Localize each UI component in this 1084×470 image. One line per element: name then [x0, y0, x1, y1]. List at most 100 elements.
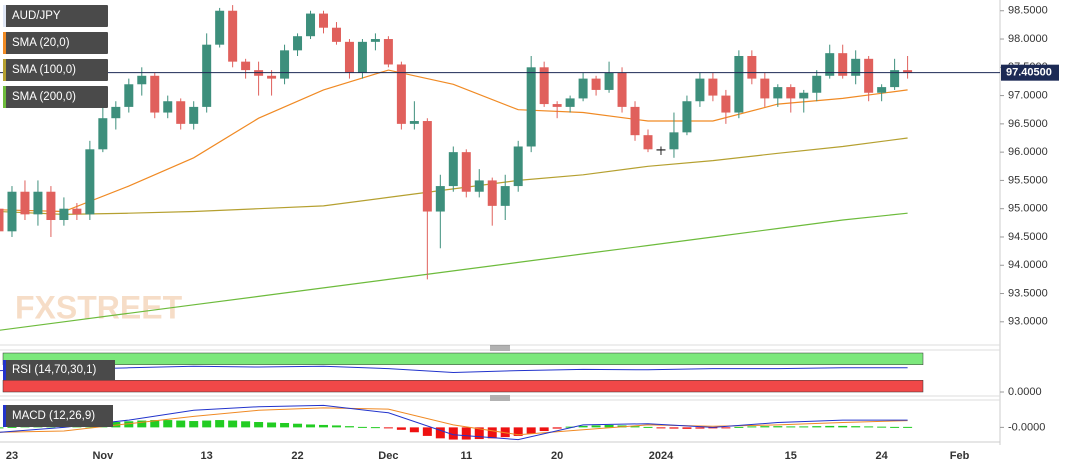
macd-histogram-bar — [825, 425, 835, 428]
macd-histogram-bar — [669, 427, 679, 429]
candle-body — [734, 55, 744, 113]
candle-body — [669, 132, 679, 150]
macd-histogram-bar — [851, 426, 861, 428]
y-tick-label: 95.5000 — [1008, 174, 1048, 186]
candle-body — [682, 101, 692, 133]
candle-body — [591, 78, 601, 90]
legend-box — [3, 360, 115, 380]
macd-histogram-bar — [383, 427, 393, 429]
candle-body — [539, 67, 549, 105]
candle-body — [500, 186, 510, 206]
resize-handle[interactable] — [490, 345, 510, 401]
macd-histogram-bar — [604, 424, 614, 428]
macd-histogram-bar — [799, 426, 809, 428]
x-tick-label: 24 — [876, 450, 889, 462]
legend-label: AUD/JPY — [12, 10, 61, 22]
legend-label: SMA (20,0) — [12, 37, 70, 49]
macd-histogram-bar — [461, 427, 471, 440]
macd-histogram-bar — [526, 427, 536, 434]
sma-line — [0, 69, 908, 213]
signal-line — [0, 407, 908, 436]
macd-histogram-bar — [838, 425, 848, 428]
candle-body — [241, 61, 251, 71]
macd-histogram-bar — [319, 424, 328, 428]
macd-histogram-bar — [189, 421, 199, 428]
macd-line — [0, 404, 908, 441]
legend-label: MACD (12,26,9) — [12, 410, 95, 422]
candle-body — [111, 106, 121, 119]
x-tick-label: 23 — [6, 450, 18, 462]
candle-body — [396, 64, 406, 124]
candle-body — [604, 72, 614, 90]
x-tick-label: 22 — [291, 450, 303, 462]
last-price-label: 97.40500 — [1006, 67, 1052, 79]
candle-body — [773, 87, 783, 99]
candle-body — [137, 75, 147, 85]
candle-body — [176, 101, 186, 124]
candle-body — [319, 13, 328, 28]
candle-body — [747, 55, 757, 79]
y-tick-label: 96.5000 — [1008, 118, 1048, 130]
candle-body — [228, 10, 238, 62]
candle-body — [695, 78, 705, 102]
candle-body — [760, 78, 770, 99]
macd-histogram-bar — [656, 427, 666, 429]
candle-body — [383, 39, 393, 65]
watermark: FXSTREET — [15, 289, 183, 325]
candle-body — [825, 53, 835, 76]
macd-histogram-bar — [0, 427, 4, 429]
candle-body — [513, 146, 523, 187]
macd-histogram-bar — [306, 424, 316, 428]
candle-body — [280, 50, 290, 79]
macd-histogram-bar — [695, 427, 705, 429]
rsi-line — [0, 365, 908, 374]
candle-body — [526, 67, 536, 147]
macd-histogram-bar — [487, 427, 497, 439]
macd-histogram-bar — [254, 422, 264, 428]
legend-label: RSI (14,70,30,1) — [12, 364, 97, 376]
x-tick-label: Dec — [378, 450, 398, 462]
macd-histogram-bar — [643, 426, 653, 428]
candle-body — [215, 10, 225, 45]
candle-body — [267, 75, 277, 79]
candle-body — [461, 152, 471, 192]
macd-histogram-bar — [630, 426, 640, 428]
candle-body — [293, 36, 303, 51]
y-tick-label: 96.0000 — [1008, 146, 1048, 158]
macd-histogram-bar — [215, 420, 225, 428]
macd-histogram-bar — [903, 426, 913, 428]
candle-body — [448, 152, 458, 187]
candle-body — [98, 118, 108, 150]
macd-histogram-bar — [357, 426, 367, 428]
macd-histogram-bar — [267, 422, 277, 428]
x-tick-label: Nov — [92, 450, 114, 462]
legend-box — [3, 32, 108, 54]
y-tick-label: 93.0000 — [1008, 316, 1048, 328]
oversold-band — [2, 380, 924, 393]
candle-body — [344, 41, 354, 73]
macd-histogram-bar — [409, 427, 419, 433]
legend-swatch — [3, 5, 6, 27]
candle-body — [799, 92, 809, 99]
macd-histogram-bar — [747, 426, 757, 428]
candle-body — [7, 191, 17, 232]
x-tick-label: 2024 — [649, 450, 674, 462]
candle-body — [656, 149, 666, 151]
macd-histogram-bar — [812, 426, 822, 428]
macd-histogram-bar — [760, 426, 770, 428]
x-tick-label: 11 — [460, 450, 472, 462]
macd-histogram-bar — [228, 420, 238, 428]
legend-box — [3, 405, 113, 427]
y-tick-label: 98.5000 — [1008, 5, 1048, 17]
macd-histogram-bar — [163, 420, 173, 428]
x-tick-label: 20 — [551, 450, 563, 462]
y-tick-label: 94.0000 — [1008, 259, 1048, 271]
macd-histogram-bar — [293, 423, 303, 428]
candle-body — [617, 72, 627, 107]
candle-body — [812, 75, 822, 93]
y-tick-label: -0.0000 — [1008, 421, 1045, 433]
y-tick-label: 97.0000 — [1008, 89, 1048, 101]
candle-body — [409, 121, 419, 124]
macd-histogram-bar — [734, 426, 744, 428]
